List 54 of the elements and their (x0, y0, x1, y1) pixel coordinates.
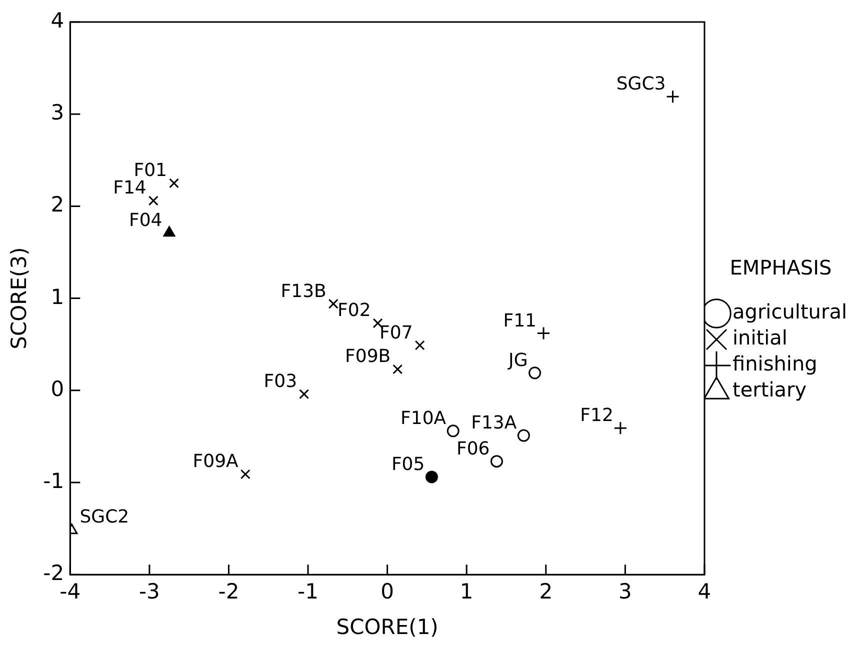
x-tick-label: 1 (460, 580, 474, 604)
y-tick-label: 4 (50, 8, 64, 32)
annotation: SGC3 (616, 74, 666, 95)
point (148, 196, 158, 206)
point (536, 326, 550, 340)
annotation: F13A (471, 412, 518, 434)
point (446, 424, 460, 438)
point (425, 470, 438, 484)
point (163, 226, 176, 237)
annotation: F12 (580, 405, 614, 426)
annotation: F05 (391, 454, 425, 475)
x-tick-label: -3 (138, 580, 160, 604)
point (240, 469, 250, 480)
point (666, 90, 680, 104)
annotation: SGC2 (80, 506, 130, 528)
point (614, 421, 628, 435)
annotation: JG (508, 350, 528, 371)
annotation: F07 (380, 322, 413, 344)
point (414, 340, 425, 350)
y-axis-title: SCORE(3) (7, 247, 32, 350)
x-axis-title: SCORE(1) (336, 614, 438, 639)
point (490, 455, 503, 468)
legend-label: finishing (732, 352, 818, 376)
x-tick-label: 4 (698, 580, 712, 604)
annotation: F04 (128, 210, 162, 231)
x-tick-label: -2 (218, 580, 240, 604)
point (372, 318, 383, 328)
x-tick-label: -1 (298, 580, 318, 604)
annotation: F10A (400, 408, 447, 429)
annotation: F02 (338, 300, 371, 322)
y-tick-label: 1 (50, 284, 64, 309)
point (328, 298, 338, 309)
legend-label: tertiary (732, 378, 807, 402)
x-tick-label: 3 (618, 580, 632, 604)
y-tick-label: 0 (50, 376, 64, 401)
legend-label: initial (732, 326, 788, 350)
y-tick-label: 2 (50, 192, 64, 217)
annotation: F13B (280, 280, 326, 302)
point (528, 366, 542, 380)
annotation: F09B (345, 346, 391, 368)
point (299, 389, 310, 400)
x-tick-label: 2 (539, 580, 553, 604)
y-tick-label: -1 (43, 468, 64, 493)
annotation: F06 (456, 438, 490, 460)
legend-title: EMPHASIS (730, 256, 832, 280)
annotation: F03 (264, 371, 298, 392)
annotation: F09A (192, 451, 240, 472)
annotation: F11 (503, 310, 537, 332)
point (169, 178, 180, 188)
legend-label: agricultural (732, 300, 848, 324)
point (517, 429, 530, 442)
point (392, 364, 403, 374)
y-tick-label: 3 (50, 100, 64, 125)
x-tick-label: 0 (380, 580, 394, 604)
